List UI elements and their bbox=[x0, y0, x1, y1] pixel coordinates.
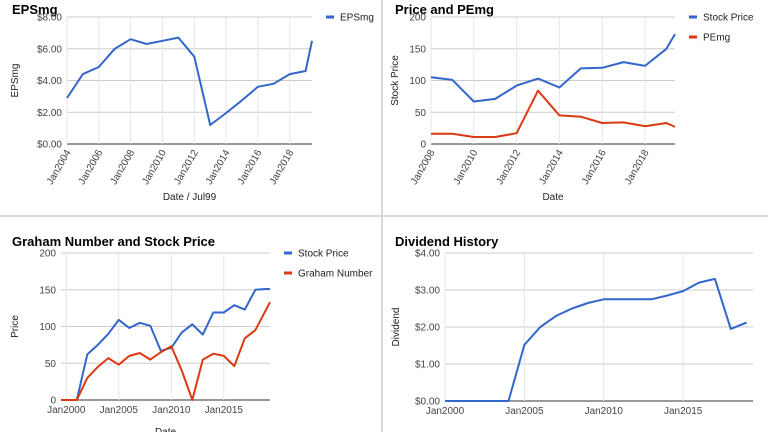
x-tick-label: Jan2006 bbox=[77, 148, 106, 187]
x-tick-label: Jan2012 bbox=[494, 148, 523, 187]
chart-title: EPSmg bbox=[12, 2, 58, 17]
chart-svg: Dividend History $0.00 $1.00 $2.00 $3.00 $4.0… bbox=[391, 234, 753, 417]
x-tick-label: Jan2008 bbox=[409, 148, 438, 187]
x-tick-label: Jan2005 bbox=[100, 405, 139, 416]
legend-label: PEmg bbox=[703, 33, 730, 44]
y-axis-label: Stock Price bbox=[390, 55, 401, 106]
x-tick-label: Jan2010 bbox=[140, 148, 169, 187]
y-tick-label: $8.00 bbox=[37, 13, 62, 24]
y-tick-label: 100 bbox=[409, 76, 426, 87]
y-tick-label: 100 bbox=[39, 322, 56, 333]
y-tick-label: 200 bbox=[39, 249, 56, 260]
x-tick-label: Jan2004 bbox=[45, 148, 74, 187]
dividend-history-chart-panel: Dividend History $0.00 $1.00 $2.00 $3.00 $4.0… bbox=[383, 217, 768, 432]
x-tick-label: Jan2010 bbox=[152, 405, 191, 416]
x-axis-label: Date / Jul99 bbox=[163, 192, 217, 203]
legend-label: Stock Price bbox=[298, 249, 349, 260]
x-tick-label: Jan2010 bbox=[585, 406, 624, 417]
x-axis-label: Date bbox=[542, 192, 564, 203]
y-axis-label: Price bbox=[10, 315, 21, 338]
x-tick-label: Jan2005 bbox=[505, 406, 544, 417]
x-tick-label: Jan2014 bbox=[537, 148, 566, 187]
series-line bbox=[445, 277, 747, 402]
panel-divider-horizontal bbox=[0, 215, 768, 217]
y-tick-label: 150 bbox=[39, 285, 56, 296]
x-axis-label: Date bbox=[155, 427, 177, 432]
chart-title: Price and PEmg bbox=[395, 2, 494, 17]
x-tick-label: Jan2018 bbox=[623, 148, 652, 187]
eps-chart-panel: EPSmg $0.00 $2.00 $4.00 $6.00 $8.00 Jan2004 Jan… bbox=[0, 0, 381, 215]
y-tick-label: 150 bbox=[409, 44, 426, 55]
x-tick-label: Jan2010 bbox=[452, 148, 481, 187]
y-tick-label: $1.00 bbox=[415, 360, 440, 371]
chart-svg: Graham Number and Stock Price 0 50 100 150 20… bbox=[10, 234, 373, 432]
x-tick-label: Jan2016 bbox=[236, 148, 265, 187]
x-tick-label: Jan2012 bbox=[172, 148, 201, 187]
legend-label: EPSmg bbox=[340, 13, 374, 24]
y-tick-label: $0.00 bbox=[37, 140, 62, 151]
series-line bbox=[61, 288, 270, 401]
chart-title: Dividend History bbox=[395, 234, 499, 249]
y-tick-label: $2.00 bbox=[415, 323, 440, 334]
x-tick-label: Jan2018 bbox=[268, 148, 297, 187]
legend-label: Graham Number bbox=[298, 269, 373, 280]
x-tick-label: Jan2008 bbox=[109, 148, 138, 187]
chart-svg: Price and PEmg 0 50 100 150 200 Jan2008 Jan2010… bbox=[390, 2, 754, 203]
x-tick-label: Jan2014 bbox=[204, 148, 233, 187]
chart-title: Graham Number and Stock Price bbox=[12, 234, 215, 249]
series-line bbox=[431, 89, 676, 138]
y-axis-label: Dividend bbox=[391, 308, 402, 347]
y-tick-label: $6.00 bbox=[37, 44, 62, 55]
x-tick-label: Jan2015 bbox=[205, 405, 244, 416]
series-line bbox=[61, 301, 271, 401]
price-pe-chart-panel: Price and PEmg 0 50 100 150 200 Jan2008 Jan2010… bbox=[383, 0, 768, 215]
y-tick-label: $3.00 bbox=[415, 286, 440, 297]
series-line bbox=[430, 33, 676, 103]
x-tick-label: Jan2000 bbox=[47, 405, 86, 416]
y-tick-label: $4.00 bbox=[37, 76, 62, 87]
y-tick-label: $4.00 bbox=[415, 249, 440, 260]
y-tick-label: 50 bbox=[45, 359, 57, 370]
graham-number-chart-panel: Graham Number and Stock Price 0 50 100 150 20… bbox=[0, 217, 381, 432]
y-tick-label: $0.00 bbox=[415, 397, 440, 408]
y-tick-label: 0 bbox=[50, 396, 56, 407]
series-line bbox=[66, 36, 313, 126]
y-tick-label: 200 bbox=[409, 13, 426, 24]
x-tick-label: Jan2016 bbox=[580, 148, 609, 187]
y-tick-label: 0 bbox=[420, 140, 426, 151]
y-tick-label: 50 bbox=[415, 108, 427, 119]
y-axis-label: EPSmg bbox=[10, 64, 21, 98]
legend-label: Stock Price bbox=[703, 13, 754, 24]
x-tick-label: Jan2000 bbox=[426, 406, 465, 417]
y-tick-label: $2.00 bbox=[37, 108, 62, 119]
x-tick-label: Jan2015 bbox=[664, 406, 703, 417]
